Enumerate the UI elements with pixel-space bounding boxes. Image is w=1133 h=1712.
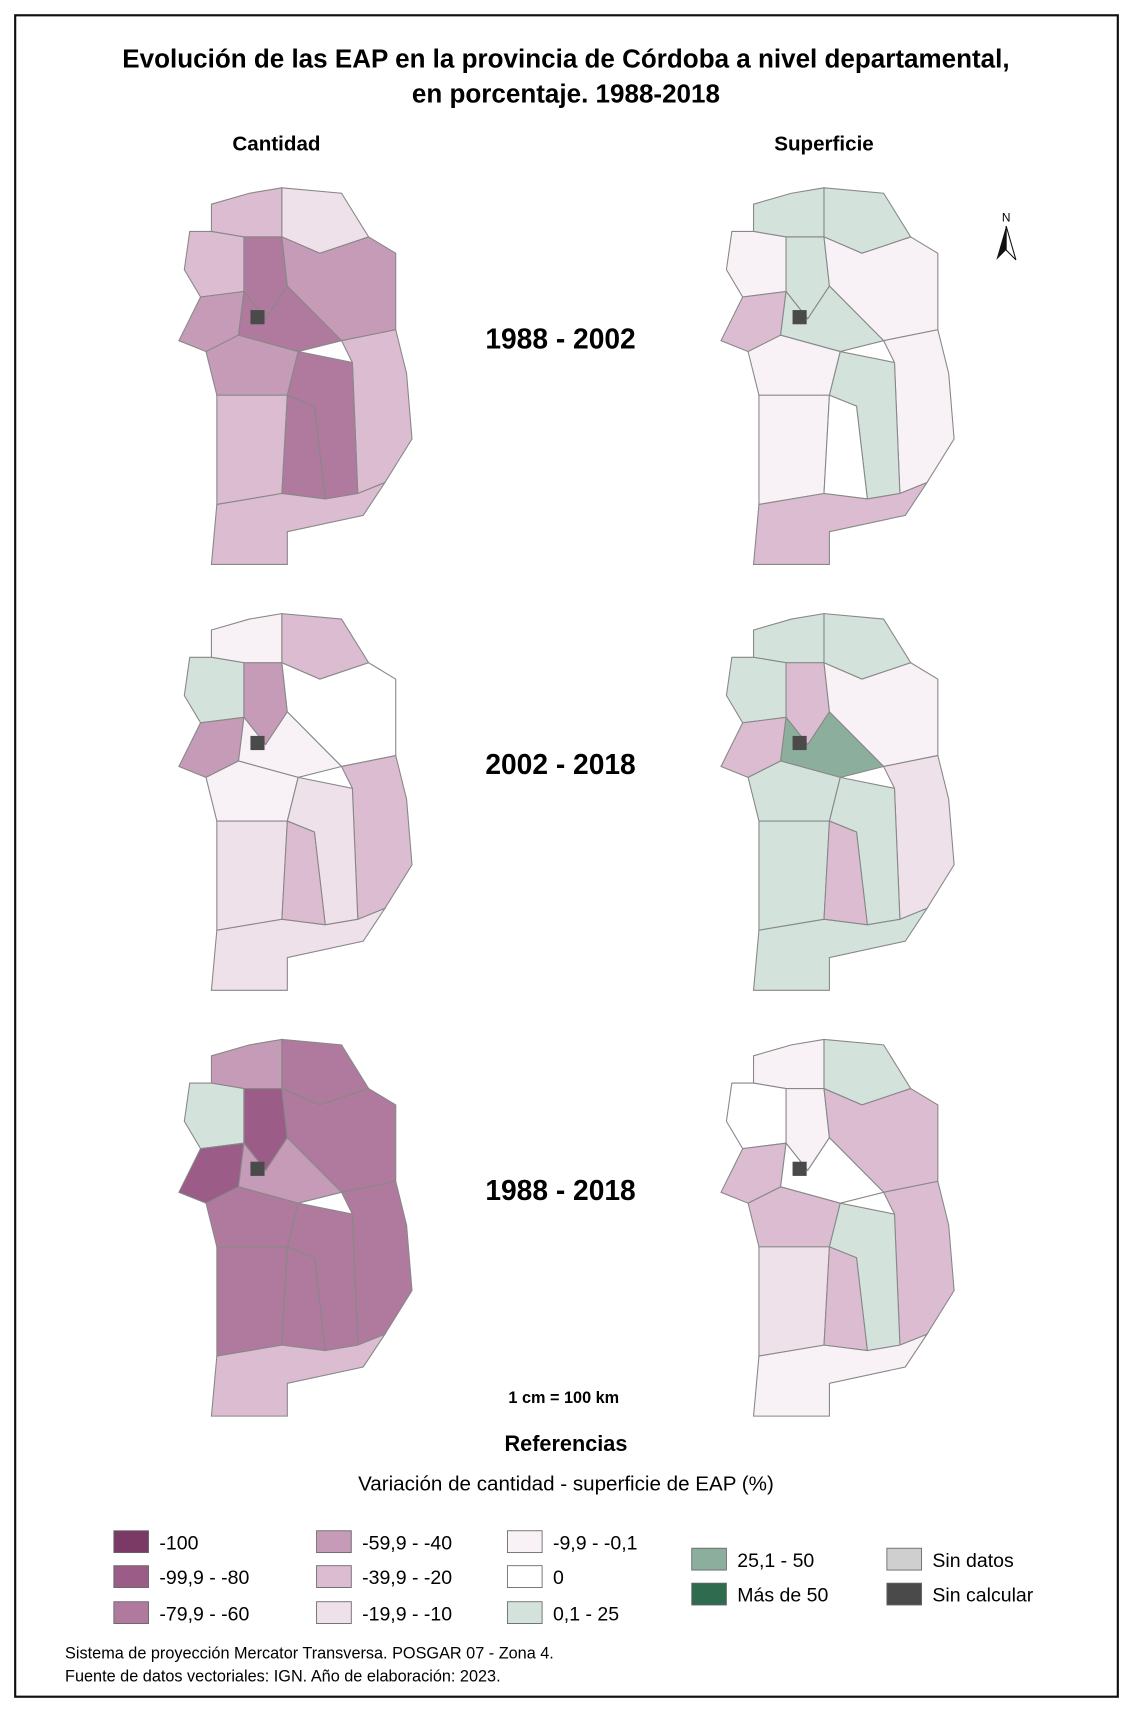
legend-label: -19,9 - -10	[362, 1603, 452, 1625]
legend-swatch	[691, 1547, 727, 1571]
legend-label: Sin calcular	[932, 1585, 1033, 1607]
column-label: Cantidad	[232, 133, 320, 156]
department-map	[178, 187, 413, 566]
legend-label: -100	[159, 1532, 198, 1554]
arrow-half	[996, 226, 1007, 260]
legend-swatch	[506, 1601, 543, 1624]
department	[752, 907, 929, 991]
legend-swatch	[113, 1530, 149, 1554]
legend-title: Referencias	[505, 1431, 628, 1456]
department	[216, 394, 288, 506]
title: Evolución de las EAP en la provincia de …	[122, 44, 1009, 74]
department-map	[178, 1038, 413, 1417]
department-map	[178, 612, 413, 991]
legend-swatch	[886, 1582, 923, 1606]
legend-swatch	[506, 1530, 543, 1554]
period-label: 1988 - 2002	[485, 322, 635, 354]
legend-label: 25,1 - 50	[737, 1550, 814, 1572]
department-map	[720, 612, 955, 991]
department	[216, 1246, 288, 1357]
period-label: 1988 - 2018	[485, 1174, 635, 1206]
scale-label: 1 cm = 100 km	[508, 1389, 619, 1407]
capital	[250, 1161, 265, 1176]
legend-label: Sin datos	[932, 1550, 1014, 1572]
legend-label: -59,9 - -40	[362, 1532, 452, 1554]
department	[210, 481, 387, 566]
north-arrow: N	[996, 211, 1017, 261]
legend-swatch	[886, 1547, 923, 1571]
legend-label: 0,1 - 25	[553, 1603, 619, 1625]
legend-label: Más de 50	[737, 1585, 828, 1607]
legend-swatch	[316, 1565, 352, 1588]
department-map	[720, 1038, 955, 1417]
department	[758, 820, 830, 931]
capital	[792, 310, 807, 325]
legend-label: -9,9 - -0,1	[553, 1532, 638, 1554]
legend-label: -79,9 - -60	[159, 1603, 249, 1625]
department	[210, 1333, 387, 1417]
legend-swatch	[316, 1530, 352, 1554]
legend-swatch	[113, 1565, 149, 1588]
legend-subtitle: Variación de cantidad - superficie de EA…	[358, 1472, 774, 1495]
department	[758, 394, 830, 506]
legend-label: 0	[553, 1567, 564, 1589]
department	[216, 820, 288, 931]
capital	[250, 735, 265, 751]
legend-swatch	[691, 1582, 727, 1606]
footer-text: Sistema de proyección Mercator Transvers…	[65, 1644, 554, 1662]
legend-swatch	[113, 1601, 149, 1624]
department	[752, 1333, 929, 1417]
department	[210, 907, 387, 991]
capital	[250, 310, 265, 325]
footer-text: Fuente de datos vectoriales: IGN. Año de…	[65, 1667, 501, 1685]
title: en porcentaje. 1988-2018	[412, 79, 720, 109]
capital	[792, 1161, 807, 1176]
column-label: Superficie	[774, 133, 874, 156]
department-map	[720, 187, 955, 566]
department	[752, 481, 929, 566]
period-label: 2002 - 2018	[485, 748, 635, 780]
north-label: N	[1002, 211, 1011, 225]
legend-label: -39,9 - -20	[362, 1567, 452, 1589]
capital	[792, 735, 807, 751]
legend-swatch	[316, 1601, 352, 1624]
department	[758, 1246, 830, 1357]
arrow-half	[1005, 225, 1017, 261]
legend-label: -99,9 - -80	[159, 1567, 249, 1589]
legend-swatch	[506, 1565, 543, 1588]
